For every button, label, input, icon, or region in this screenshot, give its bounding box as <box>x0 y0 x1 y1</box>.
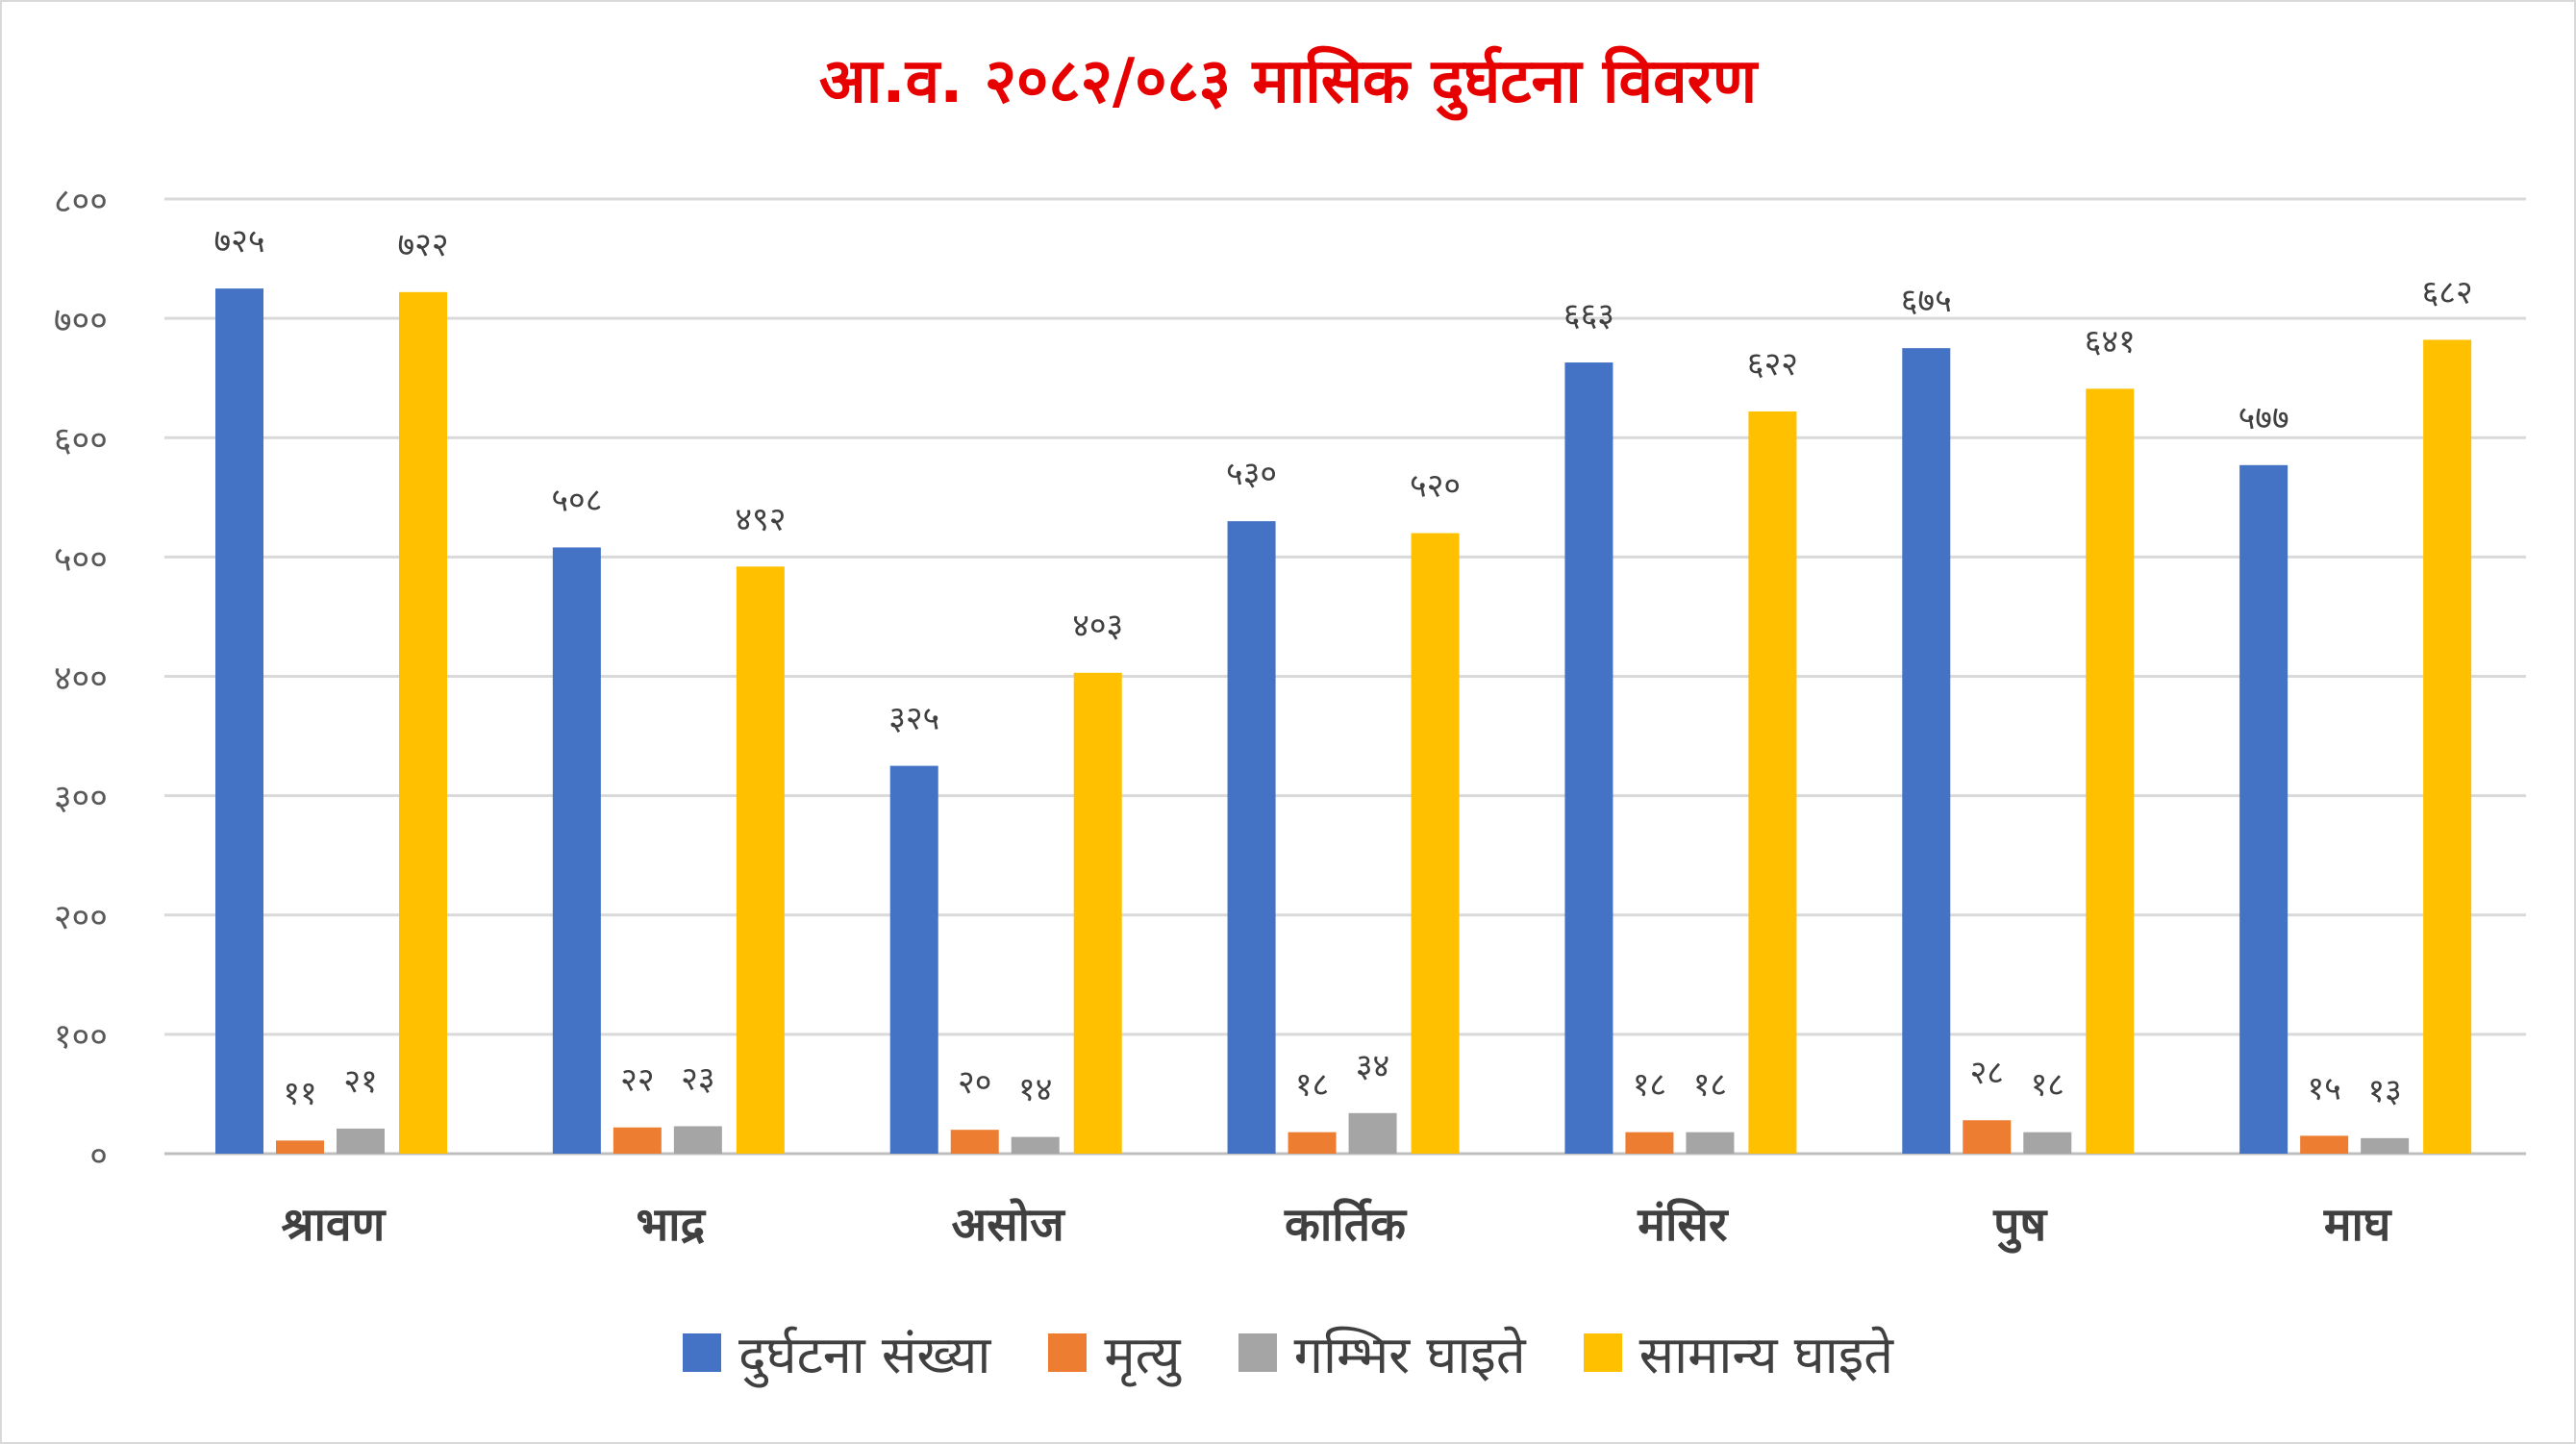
bar <box>889 765 938 1154</box>
data-label: २२ <box>620 1061 654 1100</box>
data-label: १३ <box>2367 1072 2401 1110</box>
bar <box>552 547 601 1154</box>
bar <box>337 1128 385 1154</box>
legend-label: सामान्य घाइते <box>1638 1325 1893 1385</box>
data-label: ६४१ <box>2085 322 2136 361</box>
y-tick-label: ४०० <box>54 660 108 699</box>
bar <box>2023 1132 2072 1154</box>
x-tick-label: श्रावण <box>282 1198 388 1252</box>
data-label: ५२० <box>1410 467 1461 506</box>
y-tick-label: ८०० <box>54 182 108 221</box>
y-tick-label: ६०० <box>54 420 108 460</box>
bar <box>1288 1132 1337 1154</box>
data-label: ३२५ <box>888 700 939 738</box>
data-label: ४०३ <box>1072 607 1123 645</box>
y-tick-label: ३०० <box>54 779 108 818</box>
bar <box>1564 362 1613 1154</box>
data-label: २८ <box>1970 1054 2004 1092</box>
x-tick-label: असोज <box>952 1198 1067 1252</box>
bar <box>950 1130 999 1154</box>
x-tick-label: पुष <box>1992 1198 2048 1254</box>
bar <box>1011 1136 1060 1154</box>
x-tick-label: मंसिर <box>1637 1198 1730 1252</box>
data-label: १८ <box>1693 1066 1727 1105</box>
bar <box>1227 521 1276 1154</box>
legend-swatch <box>683 1333 721 1372</box>
bar <box>2300 1135 2349 1154</box>
bar <box>673 1126 722 1154</box>
legend-item: मृत्यु <box>1048 1317 1181 1388</box>
bar <box>1902 348 1951 1154</box>
bar <box>2239 464 2288 1155</box>
chart-title: आ.व. २०८२/०८३ मासिक दुर्घटना विवरण <box>818 46 1758 117</box>
legend-label: दुर्घटना संख्या <box>738 1325 991 1385</box>
data-label: १५ <box>2307 1069 2340 1108</box>
y-tick-label: १०० <box>54 1017 108 1057</box>
data-label: ६८२ <box>2422 273 2473 311</box>
bar <box>2086 388 2135 1154</box>
bar <box>1348 1112 1397 1154</box>
legend-swatch <box>1048 1333 1088 1372</box>
legend-swatch <box>1238 1333 1277 1372</box>
legend-swatch <box>1583 1333 1622 1372</box>
y-tick-label: ७०० <box>54 301 108 340</box>
data-label: ५३० <box>1226 455 1277 493</box>
data-label: ६७५ <box>1901 282 1952 320</box>
legend-label: मृत्यु <box>1104 1325 1181 1385</box>
legend-item: सामान्य घाइते <box>1583 1317 1893 1388</box>
bar <box>1411 533 1460 1154</box>
legend-item: दुर्घटना संख्या <box>683 1317 990 1388</box>
data-label: १८ <box>1633 1066 1666 1105</box>
bar <box>1625 1132 1674 1154</box>
data-label: १४ <box>1018 1071 1052 1109</box>
data-label: ४९२ <box>735 500 786 538</box>
data-label: २३ <box>681 1059 714 1098</box>
legend-label: गम्भिर घाइते <box>1293 1325 1526 1385</box>
data-label: ७२५ <box>213 222 264 261</box>
bar <box>215 288 263 1154</box>
data-label: २१ <box>343 1062 377 1101</box>
x-tick-label: माघ <box>2323 1198 2392 1252</box>
data-label: १८ <box>2031 1066 2064 1105</box>
data-label: ११ <box>283 1074 316 1112</box>
legend: दुर्घटना संख्या मृत्यु गम्भिर घाइते सामान्य… <box>0 1317 2576 1388</box>
x-tick-label: भाद्र <box>636 1198 706 1252</box>
y-tick-label: ५०० <box>54 539 108 579</box>
data-label: २० <box>958 1063 991 1102</box>
bar <box>736 566 785 1154</box>
bar <box>1963 1120 2012 1154</box>
data-label: ५७७ <box>2238 399 2289 437</box>
bar <box>399 291 447 1154</box>
data-label: ६२२ <box>1747 345 1798 384</box>
data-label: ७२२ <box>397 226 448 264</box>
data-label: ६६३ <box>1563 296 1614 335</box>
bar <box>1686 1132 1735 1154</box>
data-label: १८ <box>1295 1066 1329 1105</box>
bar <box>2423 339 2472 1154</box>
bar <box>613 1127 662 1154</box>
bar <box>276 1140 324 1154</box>
legend-item: गम्भिर घाइते <box>1238 1317 1526 1388</box>
data-label: ५०८ <box>551 481 602 519</box>
data-label: ३४ <box>1356 1047 1389 1085</box>
bar <box>2361 1137 2410 1154</box>
y-tick-label: ० <box>89 1136 108 1176</box>
y-tick-label: २०० <box>54 898 108 937</box>
x-tick-label: कार्तिक <box>1284 1198 1408 1252</box>
bar <box>1748 411 1797 1154</box>
bar <box>1073 672 1122 1154</box>
